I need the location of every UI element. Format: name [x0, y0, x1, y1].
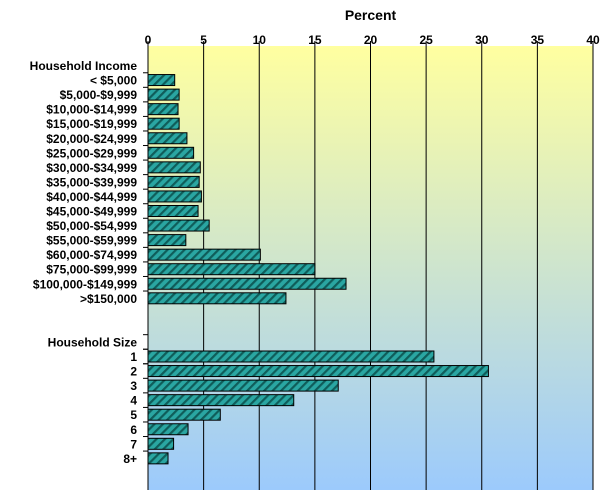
- bar: [147, 205, 199, 217]
- x-tick-label: 40: [586, 33, 600, 47]
- category-label: $5,000-$9,999: [60, 88, 138, 102]
- category-label: 2: [130, 365, 137, 379]
- category-label: 1: [130, 350, 137, 364]
- bar: [147, 74, 176, 87]
- bar: [147, 423, 189, 436]
- category-label: >$150,000: [80, 292, 137, 306]
- category-label: $20,000-$24,999: [46, 132, 137, 146]
- category-label: $30,000-$34,999: [46, 161, 137, 175]
- category-label: $10,000-$14,999: [46, 103, 137, 117]
- bar: [147, 175, 200, 188]
- category-label: $15,000-$19,999: [46, 117, 137, 131]
- bar: [147, 292, 287, 305]
- category-label: $50,000-$54,999: [46, 219, 137, 233]
- category-label: $40,000-$44,999: [46, 190, 137, 204]
- bar: [147, 394, 295, 407]
- category-label: 7: [130, 437, 137, 451]
- x-tick-label: 10: [253, 33, 267, 47]
- category-label: 5: [130, 408, 137, 422]
- bar: [147, 103, 179, 116]
- category-label: 3: [130, 379, 137, 393]
- category-label: $100,000-$149,999: [33, 277, 137, 291]
- bar: [147, 117, 180, 130]
- x-tick-label: 20: [364, 33, 378, 47]
- bar: [147, 146, 195, 159]
- x-tick-label: 25: [419, 33, 433, 47]
- category-label: $55,000-$59,999: [46, 234, 137, 248]
- category-labels: Household Income< $5,000$5,000-$9,999$10…: [30, 59, 148, 466]
- bar: [147, 190, 202, 203]
- bars: [147, 74, 489, 465]
- x-tick-label: 15: [308, 33, 322, 47]
- bar: [147, 452, 169, 465]
- x-tick-label: 5: [200, 33, 207, 47]
- chart-title: Percent: [345, 7, 397, 23]
- group-header: Household Size: [48, 335, 138, 349]
- category-label: $60,000-$74,999: [46, 248, 137, 262]
- category-label: 6: [130, 423, 137, 437]
- x-axis: 0 5 10 15 20 25 30 35 40: [145, 33, 600, 47]
- x-tick-label: 35: [531, 33, 545, 47]
- bar: [147, 234, 187, 247]
- bar: [147, 132, 188, 145]
- category-label: $45,000-$49,999: [46, 205, 137, 219]
- bar: [147, 219, 210, 232]
- bar: [147, 161, 201, 174]
- bar: [147, 277, 347, 290]
- bar: [147, 248, 261, 261]
- x-tick-label: 30: [475, 33, 489, 47]
- category-label: $35,000-$39,999: [46, 175, 137, 189]
- bar: [147, 350, 435, 363]
- x-tick-label: 0: [145, 33, 152, 47]
- category-label: 8+: [123, 452, 137, 466]
- bar: [147, 88, 180, 101]
- category-label: $75,000-$99,999: [46, 263, 137, 277]
- bar: [147, 379, 339, 392]
- bar: [147, 365, 489, 378]
- bar: [147, 263, 316, 276]
- category-label: $25,000-$29,999: [46, 146, 137, 160]
- category-label: 4: [130, 394, 137, 408]
- category-label: < $5,000: [90, 74, 137, 88]
- bar: [147, 437, 175, 450]
- group-header: Household Income: [30, 59, 138, 73]
- bar: [147, 408, 221, 421]
